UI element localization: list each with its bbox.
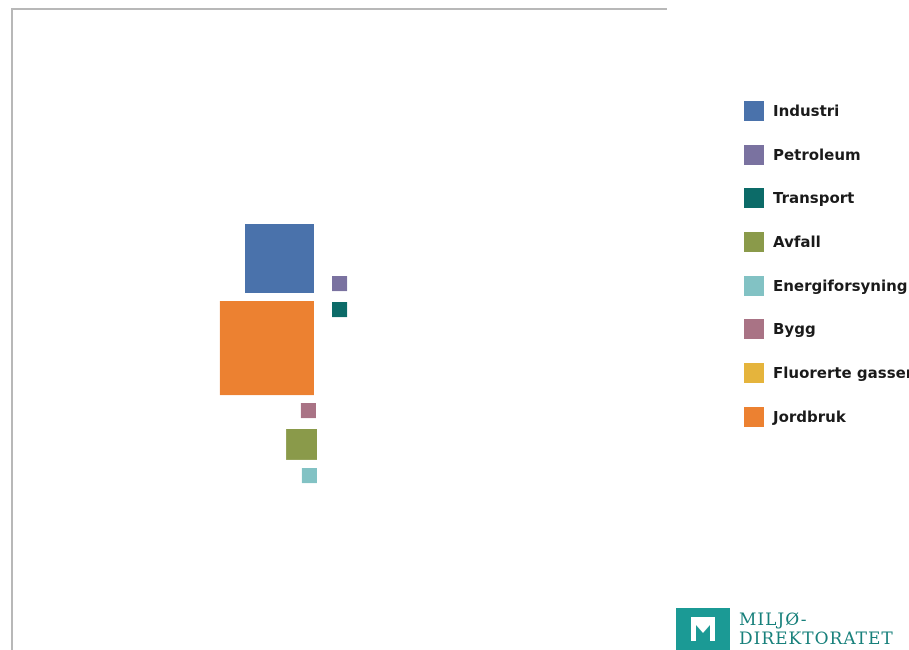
- legend-swatch-avfall: [744, 232, 764, 253]
- legend-item-avfall: Avfall: [744, 231, 909, 253]
- legend-item-industri: Industri: [744, 100, 909, 122]
- legend-swatch-transport: [744, 188, 764, 209]
- legend-swatch-jordbruk: [744, 406, 764, 427]
- legend-label-petroleum: Petroleum: [773, 145, 861, 164]
- legend-swatch-petroleum: [744, 144, 764, 165]
- legend-swatch-industri: [744, 101, 764, 121]
- logo-text: MILJØ- DIREKTORATET: [739, 610, 894, 649]
- logo-mark-icon: [676, 608, 730, 650]
- legend-item-transport: Transport: [744, 187, 909, 209]
- legend-label-fluorerte-gasser: Fluorerte gasser: [773, 364, 909, 383]
- legend-item-fluorerte-gasser: Fluorerte gasser: [744, 362, 909, 384]
- square-energiforsyning: [301, 468, 317, 484]
- legend-swatch-energiforsyning: [744, 275, 764, 296]
- legend-swatch-bygg: [744, 319, 764, 340]
- square-transport: [332, 302, 348, 318]
- frame-left-border: [11, 8, 13, 650]
- legend-swatch-fluorerte-gasser: [744, 363, 764, 384]
- square-petroleum: [332, 276, 348, 292]
- legend-label-industri: Industri: [773, 102, 840, 120]
- legend-label-transport: Transport: [773, 189, 855, 208]
- legend-item-energiforsyning: Energiforsyning: [744, 275, 909, 297]
- legend-label-energiforsyning: Energiforsyning: [773, 276, 908, 295]
- square-bygg: [300, 403, 316, 419]
- square-industri: [245, 224, 314, 293]
- miljodirektoratet-logo: MILJØ- DIREKTORATET: [676, 608, 909, 650]
- legend-label-jordbruk: Jordbruk: [773, 407, 846, 426]
- square-avfall: [286, 429, 317, 460]
- legend-item-petroleum: Petroleum: [744, 144, 909, 166]
- chart-legend: Industri Petroleum Transport Avfall Ener…: [744, 100, 909, 450]
- legend-item-bygg: Bygg: [744, 318, 909, 340]
- legend-label-avfall: Avfall: [773, 233, 821, 252]
- legend-label-bygg: Bygg: [773, 320, 816, 339]
- square-jordbruk: [219, 301, 314, 396]
- legend-item-jordbruk: Jordbruk: [744, 406, 909, 428]
- frame-top-border: [11, 8, 667, 10]
